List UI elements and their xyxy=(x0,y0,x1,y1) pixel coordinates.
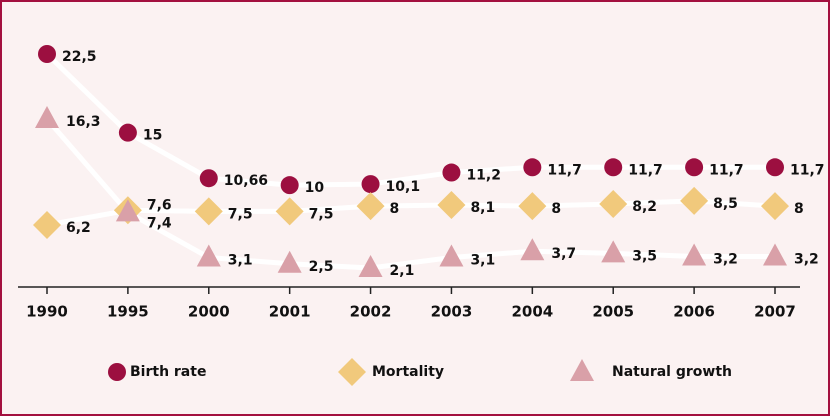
data-label: 11,7 xyxy=(628,162,663,178)
legend-label: Mortality xyxy=(372,364,444,380)
data-point xyxy=(118,123,137,142)
x-tick-label: 2003 xyxy=(431,303,473,321)
data-label: 10,66 xyxy=(224,173,268,189)
data-label: 11,7 xyxy=(547,162,582,178)
data-point xyxy=(682,243,707,266)
legend-marker xyxy=(108,363,126,381)
series-line xyxy=(45,117,775,271)
data-point xyxy=(442,163,461,182)
data-label: 8 xyxy=(794,201,804,217)
data-point xyxy=(439,244,464,267)
data-label: 3,1 xyxy=(228,253,253,269)
data-point xyxy=(761,192,789,221)
data-point xyxy=(196,244,221,267)
data-point xyxy=(685,158,704,177)
legend-marker xyxy=(570,359,594,381)
x-tick-label: 2000 xyxy=(188,303,230,321)
x-tick-label: 1995 xyxy=(107,303,149,321)
data-point xyxy=(275,197,304,226)
data-label: 15 xyxy=(143,128,162,144)
data-label: 8 xyxy=(551,201,561,217)
data-label: 3,2 xyxy=(794,251,819,267)
data-label: 8,2 xyxy=(632,199,657,215)
data-label: 16,3 xyxy=(66,114,101,130)
data-label: 8,1 xyxy=(470,200,495,216)
x-tick-label: 1990 xyxy=(26,303,68,321)
data-point xyxy=(277,250,302,273)
data-point xyxy=(601,240,626,263)
data-point xyxy=(199,169,218,188)
x-tick-label: 2004 xyxy=(511,303,553,321)
x-tick-label: 2006 xyxy=(673,303,715,321)
series-line xyxy=(45,52,775,188)
data-point xyxy=(518,192,547,221)
data-point xyxy=(280,176,299,195)
data-label: 22,5 xyxy=(62,49,97,65)
data-label: 6,2 xyxy=(66,220,91,236)
data-label: 7,6 xyxy=(147,197,172,213)
data-label: 3,2 xyxy=(713,251,738,267)
data-point xyxy=(520,238,545,261)
data-point xyxy=(766,158,784,177)
data-label: 3,7 xyxy=(551,246,576,262)
data-label: 3,1 xyxy=(470,253,495,269)
data-point xyxy=(437,191,466,220)
data-label: 11,7 xyxy=(709,162,744,178)
data-point xyxy=(38,45,56,63)
data-label: 8 xyxy=(390,201,400,217)
data-label: 8,5 xyxy=(713,196,738,212)
data-label: 2,5 xyxy=(309,259,334,275)
data-point xyxy=(599,190,628,219)
legend-marker xyxy=(338,358,366,386)
data-label: 10 xyxy=(305,180,325,196)
x-tick-label: 2001 xyxy=(269,303,311,321)
x-tick-label: 2002 xyxy=(350,303,392,321)
data-label: 11,2 xyxy=(466,168,501,184)
data-point xyxy=(356,192,385,221)
x-tick-label: 2005 xyxy=(592,303,634,321)
legend-label: Birth rate xyxy=(130,364,206,380)
series-line xyxy=(46,198,776,228)
data-label: 2,1 xyxy=(390,263,415,279)
data-point xyxy=(358,255,383,277)
data-point xyxy=(361,175,380,194)
data-point xyxy=(604,158,623,177)
data-label: 7,5 xyxy=(309,206,334,222)
data-label: 7,5 xyxy=(228,206,253,222)
data-point xyxy=(33,210,61,239)
data-point xyxy=(35,106,59,129)
data-label: 3,5 xyxy=(632,248,657,264)
data-point xyxy=(115,199,140,222)
x-tick-label: 2007 xyxy=(754,303,796,321)
data-label: 11,7 xyxy=(790,162,825,178)
data-point xyxy=(523,158,542,177)
data-point xyxy=(194,197,223,226)
legend-label: Natural growth xyxy=(612,364,732,380)
data-label: 7,4 xyxy=(147,215,172,231)
data-point xyxy=(680,186,709,215)
data-label: 10,1 xyxy=(386,179,421,195)
data-point xyxy=(763,243,787,266)
